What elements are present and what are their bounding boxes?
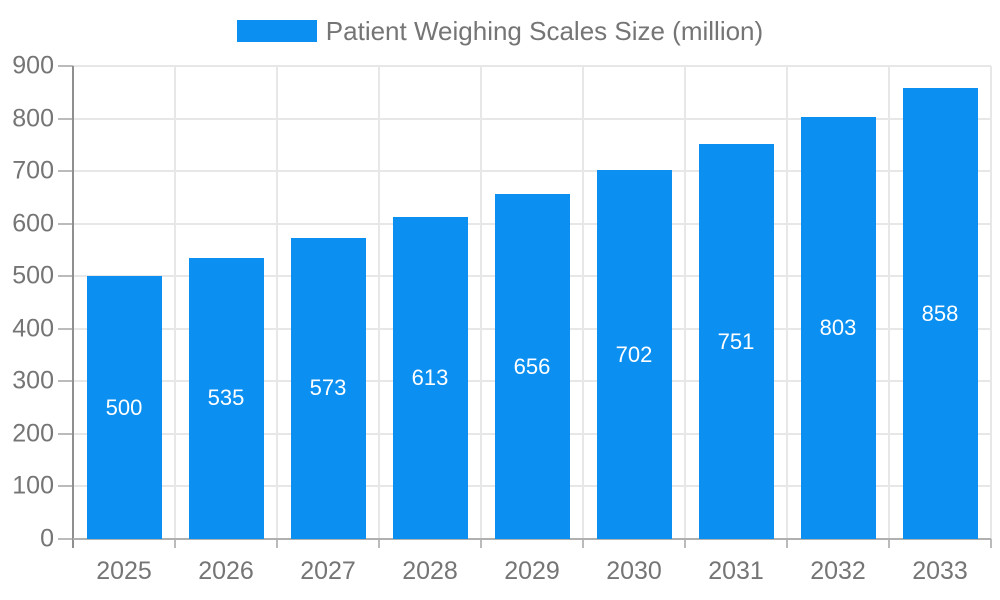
- bar-2026: [188, 257, 264, 539]
- bar-2030: [596, 170, 672, 539]
- bar-value-label: 535: [207, 385, 245, 411]
- gridline-horizontal: [73, 170, 991, 173]
- y-axis-tick: [58, 432, 73, 435]
- gridline-vertical: [480, 66, 482, 539]
- y-axis-tick-label: 600: [12, 209, 54, 238]
- legend-swatch: [236, 20, 317, 42]
- bar-value-label: 702: [615, 341, 653, 367]
- x-axis-tick-label: 2030: [606, 557, 662, 585]
- bar-value-label: 500: [105, 394, 143, 420]
- gridline-vertical: [378, 66, 380, 539]
- y-axis-tick: [58, 222, 73, 225]
- x-axis-tick: [480, 539, 482, 548]
- x-axis-tick-label: 2028: [402, 557, 458, 585]
- bar-2032: [800, 116, 876, 539]
- legend-label: Patient Weighing Scales Size (million): [325, 16, 764, 46]
- gridline-horizontal: [73, 117, 991, 120]
- x-axis-tick: [684, 539, 686, 548]
- y-axis-tick: [58, 485, 73, 488]
- x-axis-tick-label: 2031: [708, 557, 764, 585]
- gridline-vertical: [888, 66, 890, 539]
- bar-2031: [698, 144, 774, 539]
- x-axis-tick: [276, 539, 278, 548]
- bar-value-label: 803: [819, 314, 857, 340]
- x-axis-tick: [174, 539, 176, 548]
- gridline-vertical: [582, 66, 584, 539]
- gridline-horizontal: [73, 65, 991, 67]
- y-axis-tick-label: 700: [12, 156, 54, 185]
- y-axis-tick: [58, 65, 73, 67]
- bar-value-label: 751: [717, 328, 755, 354]
- y-axis-line: [72, 66, 74, 548]
- x-axis-line: [73, 538, 991, 540]
- y-axis-tick-label: 400: [12, 314, 54, 343]
- bar-2025: [86, 276, 162, 539]
- bar-value-label: 573: [309, 375, 347, 401]
- gridline-vertical: [684, 66, 686, 539]
- gridline-vertical: [990, 66, 992, 539]
- y-axis-tick: [58, 380, 73, 383]
- y-axis-tick-label: 300: [12, 366, 54, 395]
- y-axis-tick: [58, 327, 73, 330]
- y-axis-tick-label: 0: [40, 524, 54, 553]
- gridline-vertical: [174, 66, 176, 539]
- chart-legend[interactable]: Patient Weighing Scales Size (million): [0, 17, 1000, 45]
- x-axis-tick-label: 2033: [912, 557, 968, 585]
- x-axis-tick-label: 2032: [810, 557, 866, 585]
- y-axis-tick: [58, 117, 73, 120]
- y-axis-tick-label: 800: [12, 104, 54, 133]
- y-axis-tick: [58, 170, 73, 173]
- x-axis-tick-label: 2027: [300, 557, 356, 585]
- y-axis-tick: [58, 275, 73, 278]
- gridline-vertical: [276, 66, 278, 539]
- y-axis-tick-label: 900: [12, 51, 54, 80]
- bar-value-label: 613: [411, 364, 449, 390]
- x-axis-tick-label: 2029: [504, 557, 560, 585]
- bar-2029: [494, 194, 570, 539]
- x-axis-tick: [888, 539, 890, 548]
- y-axis-tick-label: 100: [12, 471, 54, 500]
- bar-value-label: 656: [513, 353, 551, 379]
- x-axis-tick-label: 2026: [198, 557, 254, 585]
- bar-2033: [902, 88, 978, 539]
- bar-value-label: 858: [921, 300, 959, 326]
- y-axis-tick: [58, 538, 73, 540]
- x-axis-tick: [990, 539, 992, 548]
- y-axis-tick-label: 500: [12, 261, 54, 290]
- x-axis-tick-label: 2025: [96, 557, 152, 585]
- gridline-vertical: [786, 66, 788, 539]
- y-axis-tick-label: 200: [12, 419, 54, 448]
- bar-2028: [392, 216, 468, 539]
- x-axis-tick: [786, 539, 788, 548]
- bar-2027: [290, 237, 366, 539]
- x-axis-tick: [582, 539, 584, 548]
- x-axis-tick: [378, 539, 380, 548]
